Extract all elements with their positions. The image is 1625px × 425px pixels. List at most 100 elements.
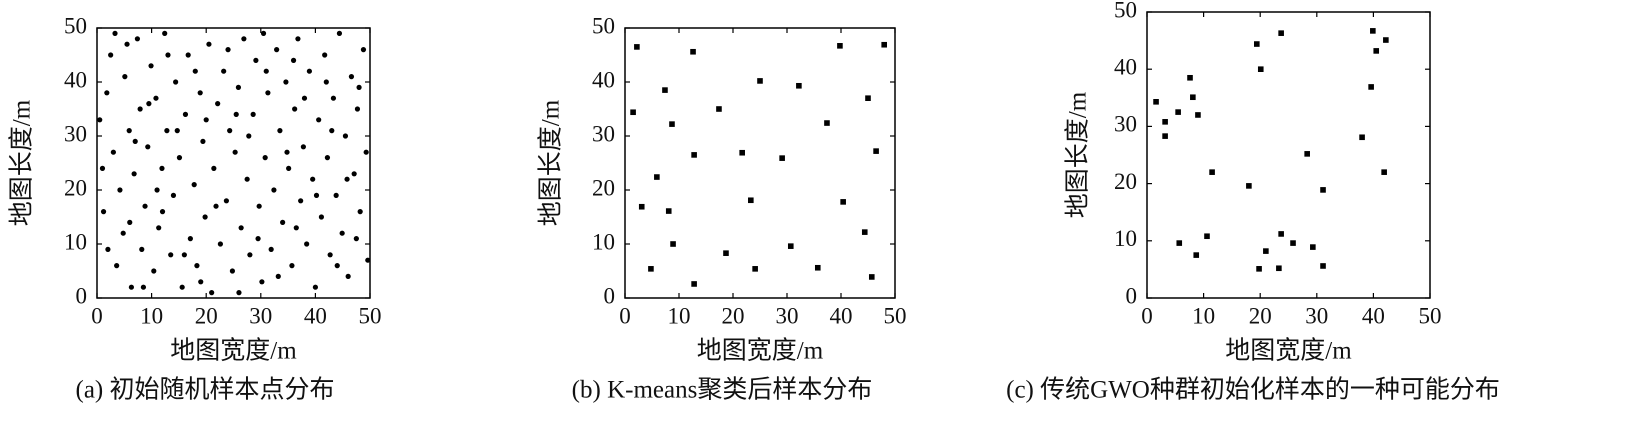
point (752, 266, 758, 272)
point (318, 214, 325, 220)
point (185, 52, 191, 58)
y-tick-label: 40 (592, 67, 615, 92)
point (191, 182, 197, 188)
point (187, 236, 193, 242)
point (322, 52, 328, 58)
point (151, 268, 157, 274)
point (250, 111, 256, 117)
point (1162, 133, 1168, 139)
x-axis-label: 地图宽度/m (170, 337, 297, 365)
point (108, 52, 114, 58)
point (295, 36, 301, 42)
point (1263, 248, 1269, 254)
point (739, 149, 745, 156)
point (324, 155, 331, 161)
x-axis-label: 地图宽度/m (1225, 337, 1352, 365)
caption: (c) 传统GWO种群初始化样本的一种可能分布 (1006, 376, 1500, 404)
x-tick-label: 10 (668, 303, 691, 328)
point (691, 281, 697, 287)
point (333, 192, 339, 198)
point (227, 128, 233, 134)
x-tick-label: 20 (195, 303, 218, 328)
point (247, 252, 253, 258)
point (134, 36, 141, 42)
x-tick-label: 20 (1249, 303, 1272, 328)
point (298, 198, 304, 204)
point (868, 274, 875, 280)
point (344, 176, 350, 182)
point (255, 236, 261, 242)
point (137, 106, 143, 112)
point (256, 203, 262, 209)
point (353, 236, 359, 242)
point (246, 133, 252, 139)
point (145, 144, 151, 150)
subplot: 0 10 20 30 40 50 0 10 20 30 40 50 地图宽度/m 地图长度/m (b) K-… (537, 13, 907, 403)
point (200, 138, 206, 144)
x-tick-label: 30 (1305, 303, 1328, 328)
point (1278, 231, 1284, 237)
y-tick-label: 20 (592, 175, 615, 200)
y-tick-label: 30 (64, 121, 87, 146)
point (194, 263, 200, 269)
point (262, 155, 268, 161)
point (233, 111, 239, 117)
plot-frame (1146, 11, 1431, 299)
point (105, 246, 111, 252)
point (1175, 109, 1181, 115)
x-tick-label: 50 (359, 303, 382, 328)
point (146, 101, 152, 107)
point (131, 171, 137, 177)
point (365, 257, 371, 263)
point (192, 68, 198, 74)
y-tick-label: 50 (64, 13, 87, 38)
point (360, 47, 367, 53)
point (716, 106, 722, 112)
point (159, 209, 166, 215)
point (1290, 240, 1296, 246)
point (363, 149, 369, 155)
y-tick-label: 20 (1114, 169, 1137, 194)
point (814, 264, 821, 271)
x-tick-label: 40 (830, 303, 853, 328)
point (1304, 151, 1310, 157)
point (316, 117, 322, 123)
point (1153, 99, 1159, 105)
plot-frame (96, 27, 371, 299)
point (213, 203, 219, 209)
point (124, 41, 130, 47)
point (348, 74, 355, 80)
point (665, 208, 672, 214)
y-axis-label: 地图长度/m (8, 99, 36, 226)
point (241, 36, 247, 42)
point (277, 128, 283, 134)
x-tick-label: 0 (619, 303, 631, 328)
point (244, 176, 250, 182)
y-tick-label: 30 (1114, 112, 1137, 137)
point (630, 109, 636, 116)
point (670, 241, 676, 247)
point (837, 43, 843, 49)
point (104, 90, 110, 96)
point (654, 174, 660, 180)
point (232, 149, 238, 155)
point (1246, 183, 1252, 189)
y-tick-label: 10 (592, 229, 615, 254)
point (1320, 263, 1326, 269)
point (275, 273, 281, 279)
point (1381, 169, 1387, 175)
point (313, 192, 320, 198)
point (865, 95, 871, 101)
point (170, 192, 177, 198)
point (263, 68, 269, 74)
point (122, 74, 128, 80)
point (206, 41, 212, 47)
y-tick-label: 50 (592, 13, 615, 38)
point (796, 82, 802, 89)
x-axis-label: 地图宽度/m (697, 337, 824, 365)
point (301, 95, 308, 101)
point (1209, 169, 1215, 175)
point (168, 252, 174, 258)
point (1310, 244, 1316, 250)
